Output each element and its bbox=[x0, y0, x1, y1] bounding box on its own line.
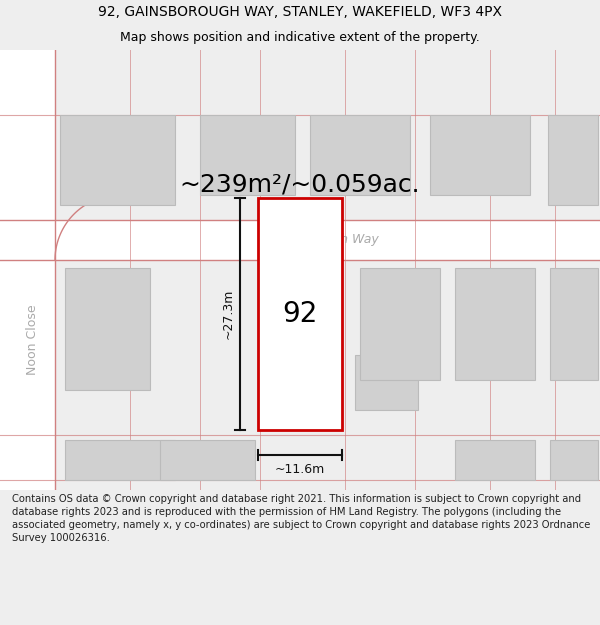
Text: ~11.6m: ~11.6m bbox=[275, 464, 325, 476]
Bar bbox=[160, 440, 255, 480]
Text: 92, GAINSBOROUGH WAY, STANLEY, WAKEFIELD, WF3 4PX: 92, GAINSBOROUGH WAY, STANLEY, WAKEFIELD… bbox=[98, 6, 502, 19]
Bar bbox=[65, 440, 175, 480]
Bar bbox=[430, 115, 530, 195]
Bar bbox=[0, 50, 55, 490]
Bar bbox=[200, 115, 295, 195]
Bar bbox=[65, 268, 150, 390]
Text: Gainsborough Way: Gainsborough Way bbox=[261, 234, 379, 246]
Text: Noon Close: Noon Close bbox=[26, 304, 39, 375]
Bar bbox=[258, 198, 342, 430]
Bar bbox=[60, 115, 175, 205]
Text: ~27.3m: ~27.3m bbox=[221, 289, 235, 339]
Bar bbox=[550, 268, 598, 380]
Bar bbox=[360, 268, 440, 380]
Bar bbox=[455, 268, 535, 380]
Bar bbox=[455, 440, 535, 480]
Text: ~239m²/~0.059ac.: ~239m²/~0.059ac. bbox=[179, 173, 421, 197]
Bar bbox=[0, 220, 600, 260]
Bar bbox=[310, 115, 410, 195]
Text: Map shows position and indicative extent of the property.: Map shows position and indicative extent… bbox=[120, 31, 480, 44]
Bar bbox=[550, 440, 598, 480]
Bar bbox=[548, 115, 598, 205]
Text: Contains OS data © Crown copyright and database right 2021. This information is : Contains OS data © Crown copyright and d… bbox=[12, 494, 590, 542]
Text: 92: 92 bbox=[283, 300, 317, 328]
Bar bbox=[355, 355, 418, 410]
